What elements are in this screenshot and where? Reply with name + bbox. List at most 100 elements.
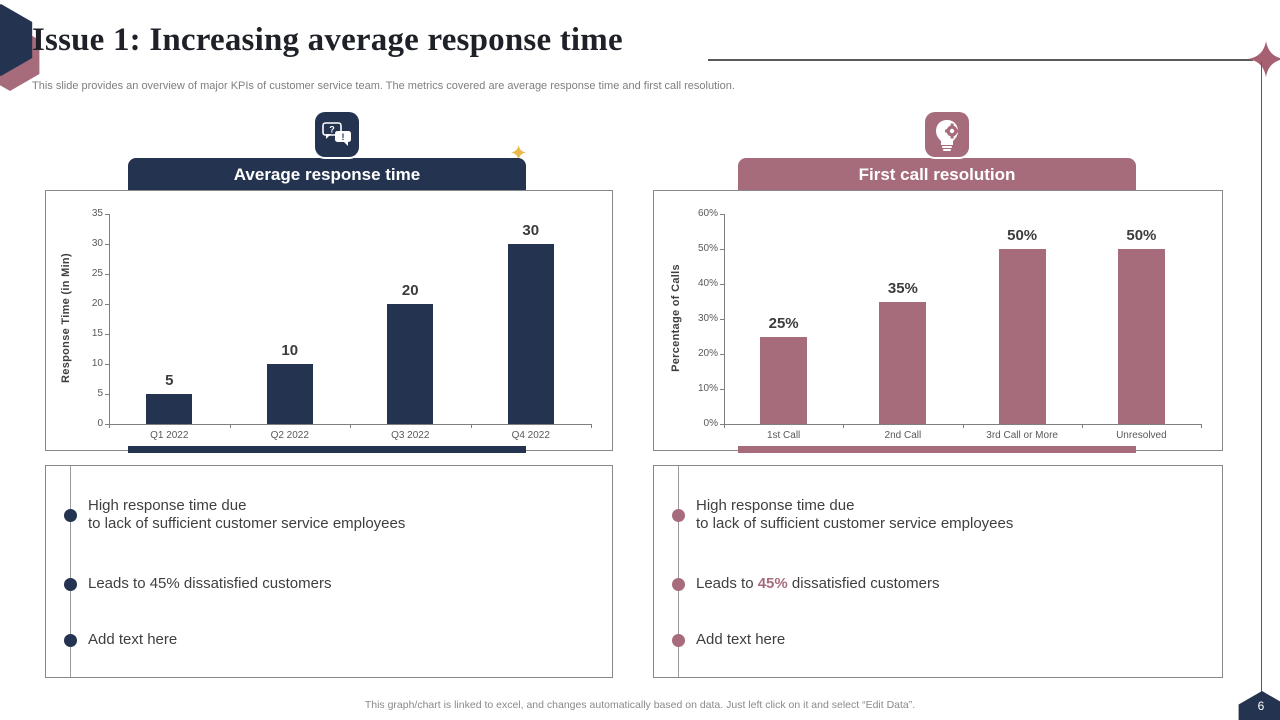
y-tick-label: 20%	[697, 348, 718, 359]
bullet-text: High response time due to lack of suffici…	[88, 497, 405, 533]
bullet-text[interactable]: Add text here	[88, 631, 177, 649]
x-tick-mark	[962, 424, 964, 428]
y-tick-label: 50%	[697, 243, 718, 254]
y-tick-mark	[105, 334, 109, 335]
svg-text:!: !	[342, 131, 345, 141]
title-underline	[708, 59, 1253, 61]
bullet-text-segment: Leads to	[696, 575, 758, 592]
bullet-dot	[64, 633, 77, 647]
y-tick-mark	[105, 424, 109, 425]
y-tick-mark	[720, 354, 724, 355]
bar-value-label: 50%	[1007, 227, 1038, 244]
bar-q3-2022[interactable]	[387, 304, 434, 424]
svg-text:?: ?	[329, 124, 335, 134]
bar-value-label: 30	[522, 222, 540, 239]
bullet-text-segment: to lack of sufficient customer service e…	[88, 515, 406, 532]
bullet-text-segment: Leads to 45% dissatisfied customers	[88, 575, 332, 592]
x-category-label: Q2 2022	[270, 430, 309, 441]
y-axis-line	[109, 214, 110, 424]
bullet-item: Add text here	[46, 622, 589, 658]
first-call-resolution-chart[interactable]: 0% 10% 20% 30% 40% 50% 60% 25% 1st Call 35% 2nd Ca…	[653, 190, 1223, 451]
page-number: 6	[1258, 699, 1265, 713]
bullet-dot	[672, 577, 685, 591]
y-tick-mark	[720, 319, 724, 320]
bar-1st-call[interactable]	[760, 336, 808, 424]
x-category-label: Unresolved	[1116, 430, 1167, 441]
bar-value-label: 35%	[887, 279, 918, 297]
x-category-label: 2nd Call	[884, 430, 922, 441]
bar-value-label: 20	[401, 282, 419, 299]
bullet-text[interactable]: Add text here	[696, 631, 785, 649]
bar-q1-2022[interactable]	[146, 394, 193, 424]
slide-subtitle: This slide provides an overview of major…	[32, 80, 735, 92]
bar-3rd-call-or-more[interactable]	[998, 249, 1046, 424]
y-tick-mark	[105, 394, 109, 395]
bar-value-label: 50%	[1126, 227, 1157, 244]
x-tick-mark	[1201, 424, 1202, 428]
right-chart-header: First call resolution	[738, 158, 1136, 190]
right-accent-strip	[738, 446, 1136, 453]
right-bullet-list: High response time due to lack of suffici…	[653, 465, 1223, 678]
y-tick-mark	[720, 249, 724, 250]
y-axis-title: Response Time (in Min)	[60, 253, 72, 383]
bullet-text-segment: dissatisfied customers	[787, 575, 940, 592]
bullet-connector-line	[70, 466, 71, 677]
x-category-label: 3rd Call or More	[986, 430, 1058, 441]
bar-2nd-call[interactable]	[879, 301, 927, 424]
y-tick-mark	[720, 214, 724, 215]
y-tick-label: 10%	[697, 383, 718, 394]
x-tick-mark	[591, 424, 592, 428]
x-tick-mark	[470, 424, 472, 428]
bullet-text: Leads to 45% dissatisfied customers	[696, 575, 939, 593]
y-tick-label: 0%	[703, 418, 718, 429]
gold-sparkle-icon	[511, 145, 526, 160]
highlighted-value: 45%	[757, 575, 788, 592]
left-accent-strip	[128, 446, 526, 453]
bullet-dot	[64, 577, 77, 591]
x-tick-mark	[724, 424, 725, 428]
x-tick-mark	[843, 424, 845, 428]
page-title: Issue 1: Increasing average response tim…	[32, 22, 623, 58]
y-tick-mark	[105, 214, 109, 215]
left-chart-header: Average response time	[128, 158, 526, 190]
bar-value-label: 25%	[768, 314, 799, 332]
bar-unresolved[interactable]	[1117, 249, 1165, 424]
y-tick-label: 25	[91, 268, 103, 279]
page-number-hexagon: 6	[1238, 691, 1280, 720]
chat-question-answer-icon: ? !	[315, 112, 359, 157]
y-tick-label: 5	[97, 388, 103, 399]
y-tick-mark	[720, 424, 724, 425]
y-tick-label: 30%	[697, 313, 718, 324]
bar-q4-2022[interactable]	[507, 244, 554, 424]
bullet-text-segment: Add text here	[88, 631, 178, 648]
bullet-dot	[64, 508, 77, 522]
right-edge-line	[1261, 62, 1262, 692]
y-tick-label: 30	[91, 238, 103, 249]
x-category-label: 1st Call	[766, 430, 801, 441]
bullet-item: Leads to 45% dissatisfied customers	[654, 566, 1199, 602]
x-category-label: Q4 2022	[511, 430, 550, 441]
x-tick-mark	[229, 424, 231, 428]
y-tick-label: 10	[91, 358, 103, 369]
y-tick-label: 35	[91, 208, 103, 219]
x-category-label: Q1 2022	[150, 430, 189, 441]
bar-value-label: 5	[165, 372, 174, 389]
y-tick-mark	[105, 274, 109, 275]
corner-hexagon-decoration	[0, 4, 40, 91]
y-tick-mark	[105, 364, 109, 365]
x-tick-mark	[109, 424, 110, 428]
bullet-text-segment: High response time due	[88, 497, 247, 514]
bar-q2-2022[interactable]	[266, 364, 313, 424]
x-tick-mark	[1081, 424, 1083, 428]
average-response-time-chart[interactable]: 0 5 10 15 20 25 30 35 5 Q1 2022 10 Q2 2022 20 Q3 2022…	[45, 190, 613, 451]
bullet-dot	[672, 633, 685, 647]
bullet-item: High response time due to lack of suffici…	[654, 496, 1199, 534]
bullet-dot	[672, 508, 685, 522]
y-axis-line	[724, 214, 725, 424]
bullet-text: Leads to 45% dissatisfied customers	[88, 575, 331, 593]
y-tick-mark	[105, 244, 109, 245]
y-axis-title: Percentage of Calls	[670, 264, 682, 372]
y-tick-mark	[720, 389, 724, 390]
left-bullet-list: High response time due to lack of suffici…	[45, 465, 613, 678]
